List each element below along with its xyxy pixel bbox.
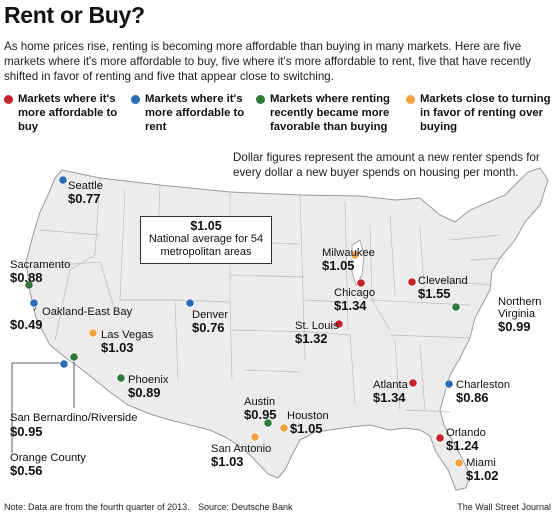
price-label-sacramento: $0.88 (10, 270, 43, 285)
city-label-oakland-east-bay: Oakland-East Bay (42, 306, 133, 318)
legend-close-label: Markets close to turning in favor of ren… (420, 93, 551, 133)
city-label-orlando: Orlando (446, 427, 486, 439)
legend-recent-dot (256, 95, 265, 104)
national-average-label: National average for 54 metropolitan are… (148, 233, 264, 258)
price-label-san-antonio: $1.03 (211, 454, 244, 469)
city-label-atlanta: Atlanta (373, 379, 408, 391)
national-average-box: $1.05 National average for 54 metropolit… (140, 216, 272, 264)
legend-rent-label: Markets where it's more affordable to re… (145, 93, 245, 133)
price-label-atlanta: $1.34 (373, 390, 406, 405)
price-label-st-louis: $1.32 (295, 331, 328, 346)
price-label-charleston: $0.86 (456, 390, 489, 405)
price-label-miami: $1.02 (466, 468, 499, 483)
national-average-value: $1.05 (190, 219, 222, 233)
city-label-st-louis: St. Louis (295, 320, 339, 332)
intro-text: As home prices rise, renting is becoming… (4, 40, 532, 83)
orange-county-leader (11, 362, 64, 453)
price-label-denver: $0.76 (192, 320, 225, 335)
city-label-san-bernardino-riverside: San Bernardino/Riverside (10, 412, 138, 424)
legend-buy: Markets where it's more affordable to bu… (4, 92, 128, 134)
price-label-orlando: $1.24 (446, 438, 479, 453)
marker-northern-virginia (451, 302, 461, 312)
marker-orange-county (59, 359, 69, 369)
marker-las-vegas (88, 328, 98, 338)
legend-rent-dot (131, 95, 140, 104)
price-label-orange-county: $0.56 (10, 463, 43, 478)
price-label-chicago: $1.34 (334, 298, 367, 313)
city-label-orange-county: Orange County (10, 452, 86, 464)
marker-phoenix (116, 373, 126, 383)
price-label-cleveland: $1.55 (418, 286, 451, 301)
price-label-northern-virginia: $0.99 (498, 319, 531, 334)
legend-buy-dot (4, 95, 13, 104)
price-label-oakland-east-bay: $0.49 (10, 317, 43, 332)
city-label-northern-virginia: Northern Virginia (498, 296, 542, 320)
city-label-chicago: Chicago (334, 287, 376, 299)
price-label-phoenix: $0.89 (128, 385, 161, 400)
marker-orlando (435, 433, 445, 443)
city-label-cleveland: Cleveland (418, 275, 468, 287)
city-label-charleston: Charleston (456, 379, 511, 391)
marker-atlanta (408, 378, 418, 388)
price-label-austin: $0.95 (244, 407, 277, 422)
legend-close-dot (406, 95, 415, 104)
footer-source: Source: Deutsche Bank (198, 502, 293, 512)
marker-oakland-east-bay (29, 298, 39, 308)
city-label-sacramento: Sacramento (10, 259, 71, 271)
price-label-milwaukee: $1.05 (322, 258, 355, 273)
legend-rent: Markets where it's more affordable to re… (131, 92, 255, 134)
marker-seattle (58, 175, 68, 185)
marker-san-antonio (250, 432, 260, 442)
city-label-seattle: Seattle (68, 180, 103, 192)
marker-charleston (444, 379, 454, 389)
marker-austin (263, 418, 273, 428)
legend-recent-label: Markets where renting recently became mo… (270, 93, 390, 133)
marker-chicago (356, 278, 366, 288)
marker-st-louis (334, 319, 344, 329)
legend-recent: Markets where renting recently became mo… (256, 92, 402, 134)
city-label-las-vegas: Las Vegas (101, 329, 154, 341)
footer-note: Note: Data are from the fourth quarter o… (4, 502, 190, 512)
city-label-houston: Houston (287, 410, 329, 422)
marker-sacramento (24, 280, 34, 290)
price-label-seattle: $0.77 (68, 191, 101, 206)
marker-miami (454, 458, 464, 468)
marker-cleveland (407, 277, 417, 287)
marker-denver (185, 298, 195, 308)
legend-close: Markets close to turning in favor of ren… (406, 92, 552, 134)
dollar-note: Dollar figures represent the amount a ne… (233, 151, 540, 179)
marker-houston (279, 423, 289, 433)
price-label-houston: $1.05 (290, 421, 323, 436)
city-label-austin: Austin (244, 396, 276, 408)
city-label-miami: Miami (466, 457, 496, 469)
city-label-san-antonio: San Antonio (211, 443, 272, 455)
marker-san-bernardino-riverside (69, 352, 79, 362)
city-label-milwaukee: Milwaukee (322, 247, 375, 259)
city-label-phoenix: Phoenix (128, 374, 169, 386)
price-label-las-vegas: $1.03 (101, 340, 134, 355)
city-label-denver: Denver (192, 309, 229, 321)
footer-credit: The Wall Street Journal (457, 502, 551, 512)
page-title: Rent or Buy? (4, 2, 145, 28)
price-label-san-bernardino-riverside: $0.95 (10, 424, 43, 439)
legend-buy-label: Markets where it's more affordable to bu… (18, 93, 118, 133)
marker-milwaukee (350, 250, 360, 260)
